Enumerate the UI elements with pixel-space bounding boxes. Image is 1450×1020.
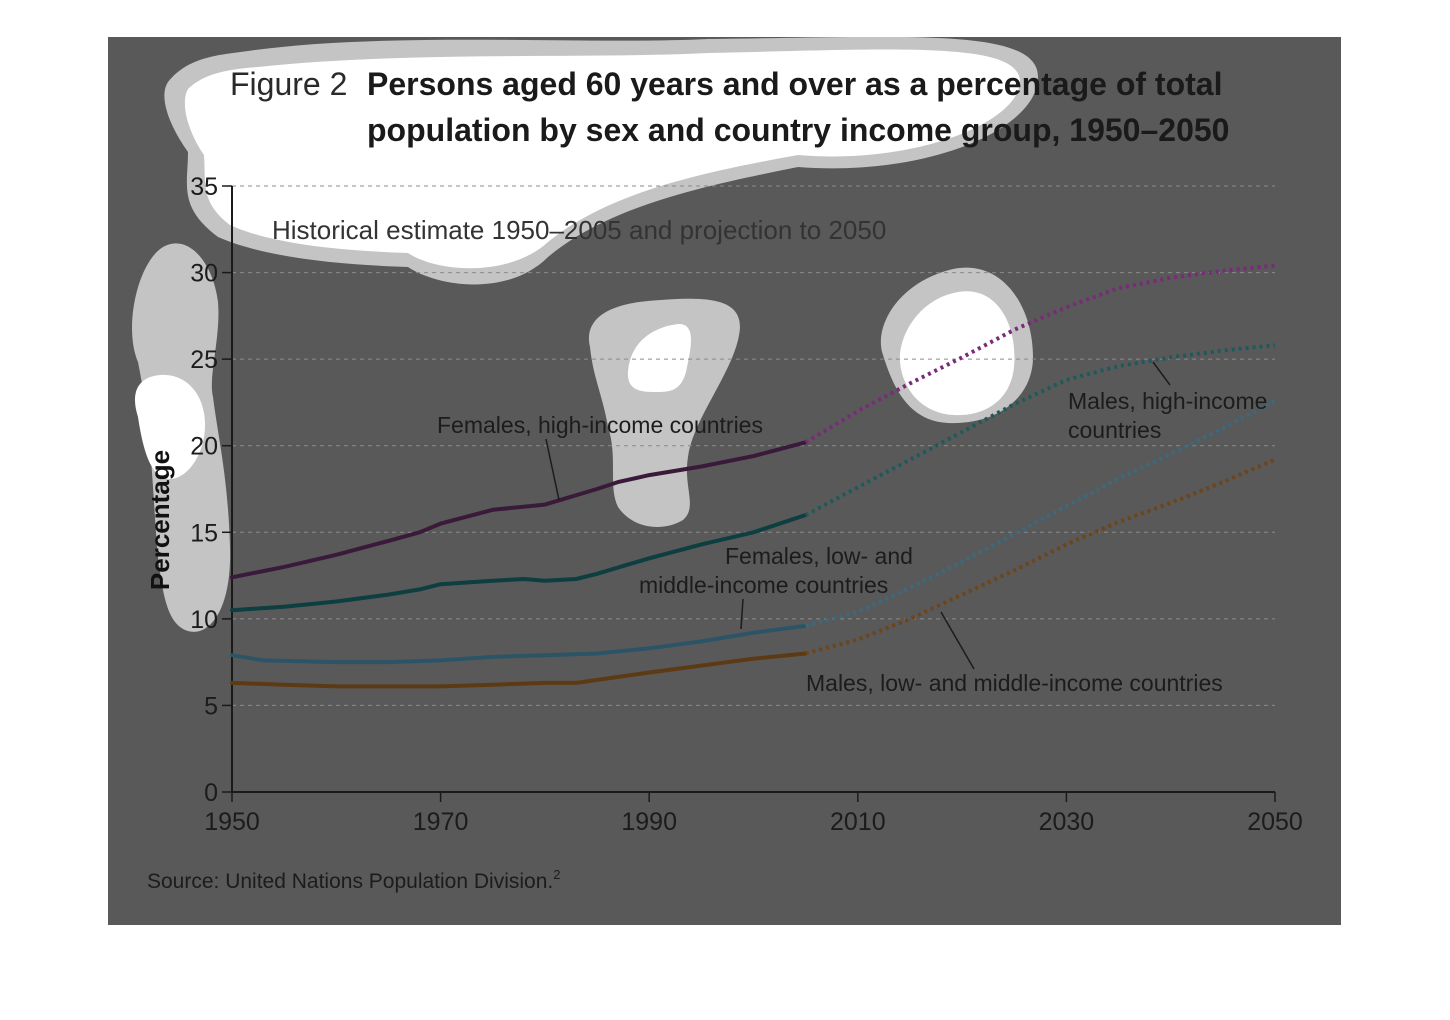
label-males-low: Males, low- and middle-income countries (806, 670, 1223, 696)
x-tick-label-1970: 1970 (413, 808, 469, 836)
y-tick-label-30: 30 (190, 260, 218, 288)
series-females-high-income-countries-historical (230, 440, 808, 580)
y-tick-label-10: 10 (190, 606, 218, 634)
source-text: Source: United Nations Population Divisi… (147, 870, 553, 893)
x-tick-label-2030: 2030 (1039, 808, 1095, 836)
y-tick-label-35: 35 (190, 173, 218, 201)
x-axis-ticks: 1950 1970 1990 2010 2030 2050 (204, 792, 1303, 836)
y-tick-label-20: 20 (190, 433, 218, 461)
label-males-high-line1: Males, high-income (1068, 388, 1267, 414)
leader-females-low (740, 598, 744, 630)
y-axis-ticks: 0 5 10 15 20 25 30 35 (190, 173, 232, 807)
chart-title-line2: population by sex and country income gro… (367, 112, 1229, 148)
label-females-high: Females, high-income countries (437, 412, 763, 438)
y-tick-label-25: 25 (190, 346, 218, 374)
y-axis-label: Percentage (145, 450, 175, 590)
figure-number: Figure 2 (230, 66, 347, 102)
chart-title-line1: Persons aged 60 years and over as a perc… (367, 66, 1222, 102)
label-females-low-line1: Females, low- and (725, 543, 913, 569)
left-blob-inner (134, 374, 206, 479)
series-females-low-and-middle-income-countries-historical (230, 623, 808, 665)
x-tick-label-2010: 2010 (830, 808, 886, 836)
source-superscript: 2 (553, 867, 560, 882)
chart-panel: 0 5 10 15 20 25 30 35 1950 1970 1990 2010 2030 2050 … (108, 37, 1341, 925)
chart-subtitle: Historical estimate 1950–2005 and projec… (272, 215, 886, 245)
label-females-low-line2: middle-income countries (639, 572, 888, 598)
series-males-low-and-middle-income-countries-historical (230, 651, 808, 689)
title-blob-inner (184, 49, 1020, 269)
x-tick-label-1990: 1990 (621, 808, 677, 836)
occlusion-blobs (132, 37, 1038, 632)
series-lines (230, 263, 1276, 689)
y-tick-label-0: 0 (204, 779, 218, 807)
x-tick-label-2050: 2050 (1247, 808, 1303, 836)
y-tick-label-15: 15 (190, 519, 218, 547)
series-females-high-income-countries-projection (804, 263, 1276, 445)
y-tick-label-5: 5 (204, 692, 218, 720)
series-males-high-income-countries-projection (804, 343, 1276, 517)
leader-males-low (940, 611, 975, 670)
label-males-high-line2: countries (1068, 417, 1161, 443)
source-note: Source: United Nations Population Divisi… (147, 867, 560, 893)
leader-females-high (545, 438, 560, 501)
leader-males-high (1152, 361, 1171, 386)
center-blob-outer (588, 298, 740, 527)
x-tick-label-1950: 1950 (204, 808, 260, 836)
annotation-leaders (545, 361, 1171, 670)
series-males-low-and-middle-income-countries-projection (805, 457, 1276, 656)
axes (231, 186, 1275, 793)
series-males-high-income-countries-historical (230, 513, 808, 613)
right-blob-inner (899, 291, 1015, 416)
center-blob-inner (627, 323, 691, 393)
